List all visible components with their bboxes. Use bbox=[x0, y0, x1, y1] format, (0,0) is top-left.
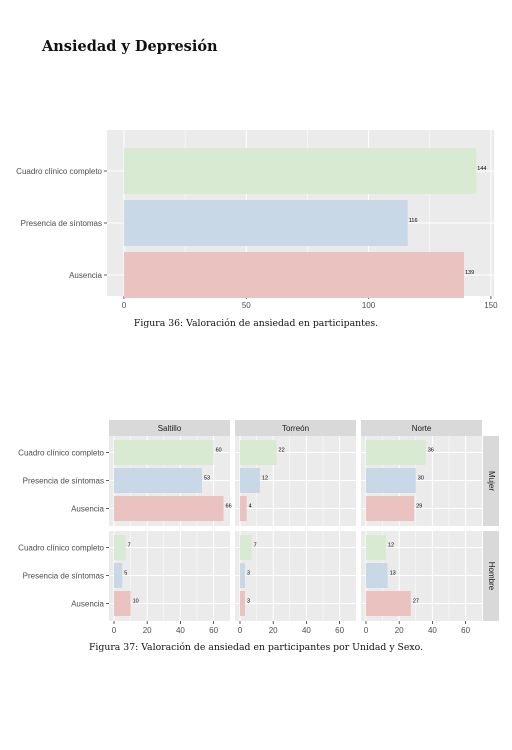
bar-ausencia bbox=[114, 591, 131, 616]
figure-36-chart: 0 50 100 150 Cuadro clínico completo 144 Prese… bbox=[16, 130, 498, 310]
x-tick-label: 60 bbox=[209, 626, 218, 635]
x-tick-label: 0 bbox=[238, 626, 243, 635]
figure-37-chart: Saltillo Torreón NorteMujerHombre605366221… bbox=[18, 420, 499, 635]
bar-ausencia bbox=[240, 591, 245, 616]
y-category-label: Cuadro clínico completo bbox=[16, 167, 102, 176]
bar-ausencia bbox=[366, 496, 415, 521]
data-label: 10 bbox=[133, 599, 139, 605]
data-label: 22 bbox=[279, 448, 285, 454]
bar-cuadro bbox=[124, 148, 477, 194]
x-tick-label: 50 bbox=[242, 301, 251, 310]
y-category-label: Cuadro clínico completo bbox=[18, 449, 104, 458]
facet-row-strip-0 bbox=[483, 436, 499, 526]
bar-presencia bbox=[240, 563, 245, 588]
y-category-label: Presencia de síntomas bbox=[23, 477, 104, 486]
x-tick-label: 60 bbox=[461, 626, 470, 635]
data-label: 4 bbox=[249, 504, 252, 510]
facet-row-strip-1 bbox=[483, 531, 499, 621]
data-label: 3 bbox=[247, 599, 250, 605]
y-category-label: Ausencia bbox=[69, 271, 102, 280]
bar-ausencia bbox=[114, 496, 224, 521]
data-label: 36 bbox=[428, 448, 434, 454]
bar-ausencia bbox=[124, 252, 464, 298]
x-tick-label: 20 bbox=[143, 626, 152, 635]
data-label: 29 bbox=[416, 504, 422, 510]
bar-presencia bbox=[114, 468, 202, 493]
data-label: 7 bbox=[128, 543, 131, 549]
data-label: 116 bbox=[409, 218, 418, 224]
x-tick-label: 40 bbox=[428, 626, 437, 635]
x-tick-label: 0 bbox=[112, 626, 117, 635]
y-category-label: Presencia de síntomas bbox=[23, 572, 104, 581]
data-label: 139 bbox=[465, 270, 474, 276]
data-label: 3 bbox=[247, 571, 250, 577]
data-label: 144 bbox=[477, 166, 486, 172]
facet-strip-1 bbox=[235, 420, 356, 436]
facet-row-label: Mujer bbox=[487, 471, 496, 491]
bar-ausencia bbox=[366, 591, 411, 616]
facet-column-label: Norte bbox=[412, 424, 432, 433]
facet-strip-2 bbox=[361, 420, 482, 436]
y-category-label: Cuadro clínico completo bbox=[18, 544, 104, 553]
x-tick-label: 60 bbox=[335, 626, 344, 635]
figure-37-caption: Figura 37: Valoración de ansiedad en par… bbox=[88, 642, 424, 653]
y-category-label: Ausencia bbox=[71, 600, 104, 609]
x-tick-label: 40 bbox=[302, 626, 311, 635]
bar-cuadro bbox=[240, 440, 277, 465]
facet-column-label: Torreón bbox=[282, 424, 309, 433]
bar-ausencia bbox=[240, 496, 247, 521]
figure-36-caption: Figura 36: Valoración de ansiedad en par… bbox=[133, 318, 379, 329]
bar-presencia bbox=[366, 563, 388, 588]
bar-cuadro bbox=[114, 440, 214, 465]
bar-presencia bbox=[114, 563, 123, 588]
data-label: 12 bbox=[262, 476, 268, 482]
x-tick-label: 100 bbox=[362, 301, 376, 310]
data-label: 5 bbox=[124, 571, 127, 577]
y-category-label: Ausencia bbox=[71, 505, 104, 514]
x-tick-label: 0 bbox=[122, 301, 127, 310]
data-label: 12 bbox=[388, 543, 394, 549]
y-category-label: Presencia de síntomas bbox=[21, 219, 102, 228]
data-label: 60 bbox=[216, 448, 222, 454]
x-tick-label: 20 bbox=[269, 626, 278, 635]
x-tick-label: 150 bbox=[484, 301, 498, 310]
data-label: 66 bbox=[226, 504, 232, 510]
bar-presencia bbox=[366, 468, 416, 493]
data-label: 30 bbox=[418, 476, 424, 482]
bar-cuadro bbox=[114, 535, 126, 560]
facet-row-label: Hombre bbox=[487, 562, 496, 591]
x-tick-label: 20 bbox=[395, 626, 404, 635]
bar-cuadro bbox=[366, 440, 426, 465]
section-title: Ansiedad y Depresión bbox=[42, 38, 218, 55]
data-label: 7 bbox=[254, 543, 257, 549]
facet-column-label: Saltillo bbox=[158, 424, 182, 433]
data-label: 53 bbox=[204, 476, 210, 482]
bar-cuadro bbox=[366, 535, 386, 560]
x-tick-label: 0 bbox=[364, 626, 369, 635]
data-label: 13 bbox=[390, 571, 396, 577]
data-label: 27 bbox=[413, 599, 419, 605]
bar-presencia bbox=[124, 200, 408, 246]
x-tick-label: 40 bbox=[176, 626, 185, 635]
bar-presencia bbox=[240, 468, 260, 493]
bar-cuadro bbox=[240, 535, 252, 560]
facet-strip-0 bbox=[109, 420, 230, 436]
